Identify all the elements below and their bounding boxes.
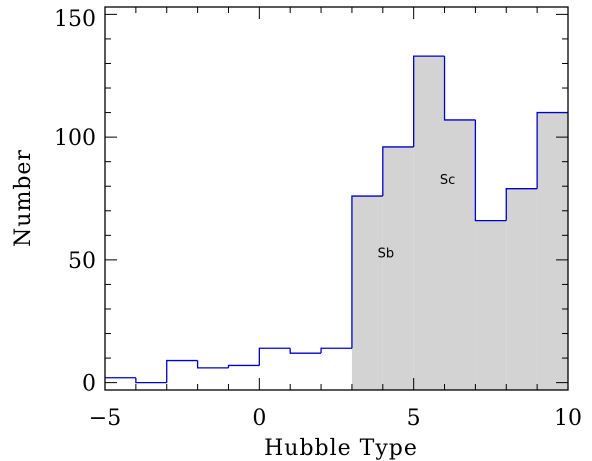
histogram-bin	[289, 348, 322, 354]
x-tick-labels: −5 0 5 10	[89, 406, 582, 431]
axis-ticks	[105, 7, 568, 390]
shaded-bar	[444, 119, 476, 390]
histogram-bin	[382, 146, 414, 197]
histogram-bin	[227, 364, 260, 368]
shaded-bar	[382, 146, 414, 390]
annotation-label: Sb	[378, 246, 395, 261]
shaded-bar	[537, 112, 568, 391]
x-tick-label: 0	[252, 406, 266, 431]
x-tick-label: 5	[407, 406, 421, 431]
y-tick-label: 50	[68, 249, 96, 274]
histogram-bin	[351, 195, 383, 349]
y-tick-label: 0	[82, 372, 96, 397]
histogram-bin	[196, 360, 229, 369]
histogram-bin	[413, 55, 445, 147]
histogram-bin	[320, 347, 352, 354]
x-tick-label: −5	[89, 406, 121, 431]
x-axis-label: Hubble Type	[264, 436, 418, 461]
shaded-bar	[475, 220, 507, 390]
annotations: Sb Sc	[378, 173, 456, 262]
shaded-region	[351, 56, 568, 391]
shaded-bar	[413, 56, 445, 390]
histogram-bin	[536, 111, 568, 189]
histogram-bin	[258, 347, 291, 366]
histogram-bin	[135, 377, 167, 384]
annotation-label: Sc	[440, 173, 455, 188]
y-tick-label: 100	[54, 126, 96, 151]
y-tick-labels: 0 50 100 150	[54, 7, 96, 397]
histogram-steps	[105, 55, 568, 384]
shaded-bar	[351, 196, 383, 390]
shaded-bar	[506, 188, 538, 390]
histogram-bin	[166, 359, 198, 383]
y-axis-label: Number	[11, 149, 36, 247]
plot-frame	[104, 6, 569, 391]
histogram-bin	[474, 119, 507, 222]
x-tick-label: 10	[554, 406, 582, 431]
histogram-bin	[505, 188, 538, 221]
y-tick-label: 150	[54, 7, 96, 32]
histogram-bin	[443, 56, 476, 121]
